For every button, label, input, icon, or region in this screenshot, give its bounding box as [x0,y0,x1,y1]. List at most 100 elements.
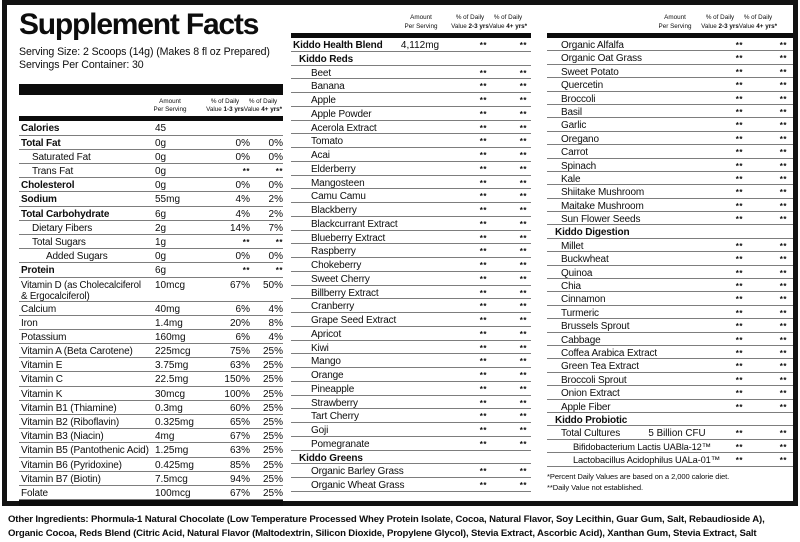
amount-value: 1.4mg [155,317,183,329]
ingredient-row: Organic Alfalfa ** ** [547,38,793,52]
ingredient-row: Banana ** ** [291,79,531,93]
column-header-amount: Amount Per Serving [404,14,438,30]
ingredient-row: Sun Flower Seeds ** ** [547,212,793,226]
ingredient-name: Vitamin B5 (Pantothenic Acid) [21,445,149,457]
amount-value: 100mcg [155,487,191,499]
ingredient-name: Vitamin B2 (Riboflavin) [21,417,120,428]
amount-value: 1g [155,236,167,248]
daily-value-older: ** [275,266,283,276]
column-header-row: Amount Per Serving % of Daily Value 2-3 yr… [291,7,531,33]
nutrient-row: Vitamin D (as Cholecalciferol & Ergocalc… [19,278,283,302]
daily-value-older: ** [519,82,527,92]
section-header-row: Kiddo Digestion [547,225,793,239]
daily-value-older: ** [519,439,527,449]
daily-value-older: ** [519,206,527,215]
daily-value-older: ** [519,178,527,188]
blend-panel-digestion-probiotic: Amount Per Serving % of Daily Value 2-3 yr… [547,7,793,494]
ingredient-row: Kiddo Health Blend 4,112mg ** ** [291,38,531,52]
nutrient-row: Dietary Fibers 2g 14% 7% [19,221,283,235]
ingredient-name: Mangosteen [311,177,365,189]
daily-value-young: 6% [235,303,250,315]
daily-value-young: ** [735,201,743,211]
daily-value-older: ** [519,233,527,243]
daily-value-older: ** [519,137,527,147]
daily-value-young: ** [735,54,743,64]
daily-value-older: ** [779,375,787,385]
daily-value-older: 25% [262,374,283,386]
column-header-daily-value-2-3: % of Daily Value 2-3 yrs [701,14,739,30]
daily-value-older: 2% [268,208,283,220]
ingredient-row: Quercetin ** ** [547,78,793,92]
daily-value-young: 67% [229,431,250,443]
daily-value-young: 60% [229,402,250,414]
ingredient-name: Mango [311,356,341,368]
section-header-row: Kiddo Reds [291,52,531,66]
daily-value-older: ** [519,343,527,353]
column-header-amount: Amount Per Serving [658,14,692,30]
ingredient-name: Apple Fiber [561,401,611,413]
ingredient-name: Beet [311,67,331,79]
daily-value-young: ** [735,67,743,77]
ingredient-name: Elderberry [311,163,356,175]
ingredient-name: Vitamin B6 (Pyridoxine) [21,459,122,471]
amount-value: 2g [155,222,167,234]
daily-value-young: ** [735,41,743,50]
ingredient-name: Vitamin E [21,360,63,372]
daily-value-young: ** [735,188,743,198]
ingredient-name: Camu Camu [311,191,366,203]
ingredient-name: Kiwi [311,342,329,354]
nutrient-row: Cholesterol 0g 0% 0% [19,178,283,193]
daily-value-older: ** [519,41,527,50]
daily-value-older: 25% [262,473,283,485]
daily-value-young: ** [479,329,487,339]
daily-value-young: 65% [229,417,250,428]
daily-value-older: ** [779,241,787,251]
section-title: Kiddo Probiotic [555,414,628,426]
ingredient-row: Buckwheat ** ** [547,252,793,266]
daily-value-young: ** [735,268,743,278]
ingredient-row: Green Tea Extract ** ** [547,359,793,373]
ingredient-row: Coffea Arabica Extract ** ** [547,346,793,360]
ingredient-name: Basil [561,106,582,118]
amount-value: 10mcg [155,279,186,291]
column-header-row: Amount Per Serving % of Daily Value 2-3 yr… [547,7,793,33]
daily-value-young: ** [735,442,743,452]
footnotes: *Percent Daily Values are based on a 2,0… [547,471,793,495]
ingredient-name: Garlic [561,120,587,132]
daily-value-young: ** [479,41,487,50]
daily-value-older: ** [779,456,787,466]
daily-value-older: ** [779,215,787,225]
amount-value: 45 [155,123,167,135]
daily-value-older: 50% [262,279,283,291]
ingredient-row: Chia ** ** [547,279,793,293]
ingredient-name: Banana [311,81,345,93]
amount-value: 6g [155,265,167,277]
daily-value-young: ** [735,148,743,158]
ingredient-row: Sweet Cherry ** ** [291,272,531,286]
section-title: Kiddo Reds [299,53,354,65]
daily-value-young: 150% [224,374,250,386]
ingredient-name: Apple [311,95,336,106]
amount-value: 0g [155,137,167,149]
daily-value-young: ** [479,426,487,435]
ingredient-name: Blackberry [311,205,357,216]
amount-value: 4mg [155,431,175,443]
ingredient-name: Vitamin D (as Cholecalciferol & Ergocalc… [21,279,141,302]
ingredient-row: Organic Wheat Grass ** ** [291,478,531,492]
daily-value-older: ** [275,167,283,176]
ingredient-name: Grape Seed Extract [311,315,397,326]
section-header-row: Kiddo Probiotic [547,413,793,427]
ingredient-name: Acai [311,150,330,161]
daily-value-older: ** [779,54,787,64]
daily-value-older: ** [519,384,527,394]
daily-value-older: ** [519,371,527,380]
ingredient-name: Tart Cherry [311,411,359,423]
daily-value-young: ** [479,357,487,367]
amount-value: 30mcg [155,388,186,400]
ingredient-name: Saturated Fat [32,151,91,163]
ingredient-name: Oregano [561,133,599,145]
daily-value-young: ** [479,233,487,243]
nutrient-row: Total Carbohydrate 6g 4% 2% [19,207,283,221]
ingredient-name: Chokeberry [311,260,362,271]
daily-value-older: ** [519,219,527,229]
